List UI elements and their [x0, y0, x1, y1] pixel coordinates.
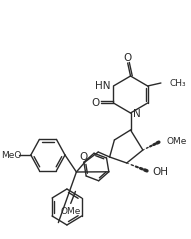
- Text: N: N: [133, 109, 141, 119]
- Text: O: O: [79, 152, 87, 162]
- Text: CH₃: CH₃: [169, 78, 186, 87]
- Text: O: O: [124, 53, 132, 63]
- Text: OMe: OMe: [167, 137, 187, 147]
- Text: HN: HN: [95, 81, 111, 91]
- Text: OMe: OMe: [61, 207, 81, 216]
- Text: OH: OH: [152, 167, 168, 177]
- Text: MeO: MeO: [1, 151, 21, 159]
- Text: O: O: [91, 98, 100, 108]
